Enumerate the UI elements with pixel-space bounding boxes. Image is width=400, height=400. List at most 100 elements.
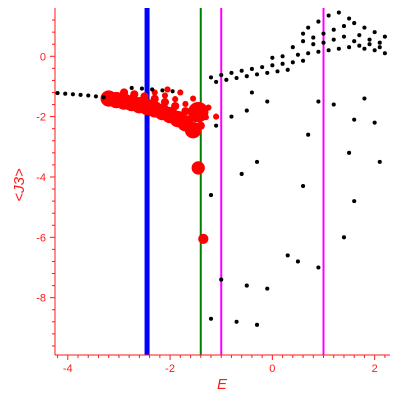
data-point xyxy=(321,31,326,36)
data-point xyxy=(196,121,205,130)
data-point xyxy=(270,55,275,60)
data-point xyxy=(229,114,234,119)
data-point xyxy=(214,123,219,128)
data-point xyxy=(219,277,224,282)
data-point xyxy=(377,40,382,45)
data-point xyxy=(316,19,321,24)
data-point xyxy=(290,45,295,50)
data-point xyxy=(239,171,244,177)
data-point xyxy=(347,16,352,21)
data-point xyxy=(372,120,377,125)
data-point xyxy=(326,13,331,18)
y-tick-label: -4 xyxy=(36,172,46,184)
data-point xyxy=(341,235,347,240)
data-point xyxy=(214,79,219,84)
x-tick-label: 0 xyxy=(269,363,275,375)
data-point xyxy=(265,286,270,291)
data-point xyxy=(140,92,149,101)
data-point xyxy=(352,39,357,44)
data-point xyxy=(336,46,341,51)
x-axis-title: E xyxy=(217,376,228,393)
data-point xyxy=(119,88,129,97)
data-point xyxy=(234,319,239,324)
data-point xyxy=(341,24,347,29)
data-point xyxy=(229,70,234,75)
data-point xyxy=(63,91,68,96)
data-point xyxy=(161,92,169,99)
data-point xyxy=(208,193,214,198)
x-tick-label: -2 xyxy=(165,363,175,375)
data-point xyxy=(190,95,197,102)
data-point xyxy=(321,40,326,45)
data-point xyxy=(254,72,260,77)
data-point xyxy=(311,35,316,40)
data-point xyxy=(301,31,306,36)
data-point xyxy=(301,183,306,189)
reference-lines xyxy=(144,8,325,355)
data-point xyxy=(326,48,331,53)
data-point xyxy=(260,65,265,70)
data-point xyxy=(205,104,212,111)
data-point xyxy=(86,93,91,98)
data-point xyxy=(301,58,306,63)
data-point xyxy=(331,37,336,42)
data-point xyxy=(208,75,214,80)
data-point xyxy=(191,161,205,175)
data-point xyxy=(295,52,300,57)
data-point xyxy=(306,51,311,56)
data-point xyxy=(352,199,357,204)
data-point xyxy=(55,91,60,96)
data-point xyxy=(295,259,300,264)
x-axis-ticks: -4 -2 0 2 xyxy=(57,355,386,375)
data-point xyxy=(244,74,249,79)
data-point xyxy=(181,107,190,116)
data-point xyxy=(352,117,357,122)
data-point xyxy=(336,10,341,15)
y-tick-label: -2 xyxy=(36,112,46,124)
data-point xyxy=(164,86,171,93)
data-point xyxy=(234,75,239,81)
data-point xyxy=(219,72,224,78)
data-point xyxy=(150,94,159,103)
data-point xyxy=(93,94,98,99)
data-point xyxy=(357,33,362,38)
axes: -4 -2 0 2 0 -2 -4 -6 -8 xyxy=(36,8,390,375)
data-point xyxy=(357,43,362,48)
data-point xyxy=(285,253,290,258)
data-point xyxy=(362,46,367,51)
data-point xyxy=(301,39,306,44)
data-point xyxy=(372,48,377,53)
data-point xyxy=(285,67,290,72)
data-point xyxy=(347,150,352,155)
data-point xyxy=(352,21,357,26)
data-point xyxy=(362,96,367,101)
data-point xyxy=(372,30,377,35)
data-point xyxy=(382,51,387,56)
data-point xyxy=(275,69,280,74)
data-point xyxy=(70,92,75,97)
data-point xyxy=(382,34,387,39)
x-tick-label: -4 xyxy=(63,363,73,375)
data-point xyxy=(362,25,367,30)
data-point xyxy=(244,108,249,113)
data-point xyxy=(341,34,347,39)
data-point xyxy=(101,95,106,100)
data-point xyxy=(150,87,155,92)
data-point xyxy=(311,42,316,47)
data-point xyxy=(182,100,189,108)
data-point xyxy=(265,70,270,75)
data-point xyxy=(213,113,220,120)
data-point xyxy=(224,77,229,82)
data-point xyxy=(170,89,175,94)
x-tick-label: 2 xyxy=(372,363,378,375)
data-point xyxy=(280,61,285,66)
y-axis-title: <J3> xyxy=(11,168,28,202)
data-point xyxy=(208,316,214,321)
data-point xyxy=(316,265,321,270)
data-point xyxy=(78,92,83,97)
data-point xyxy=(172,96,179,103)
data-point xyxy=(249,90,254,95)
data-point xyxy=(347,45,352,50)
